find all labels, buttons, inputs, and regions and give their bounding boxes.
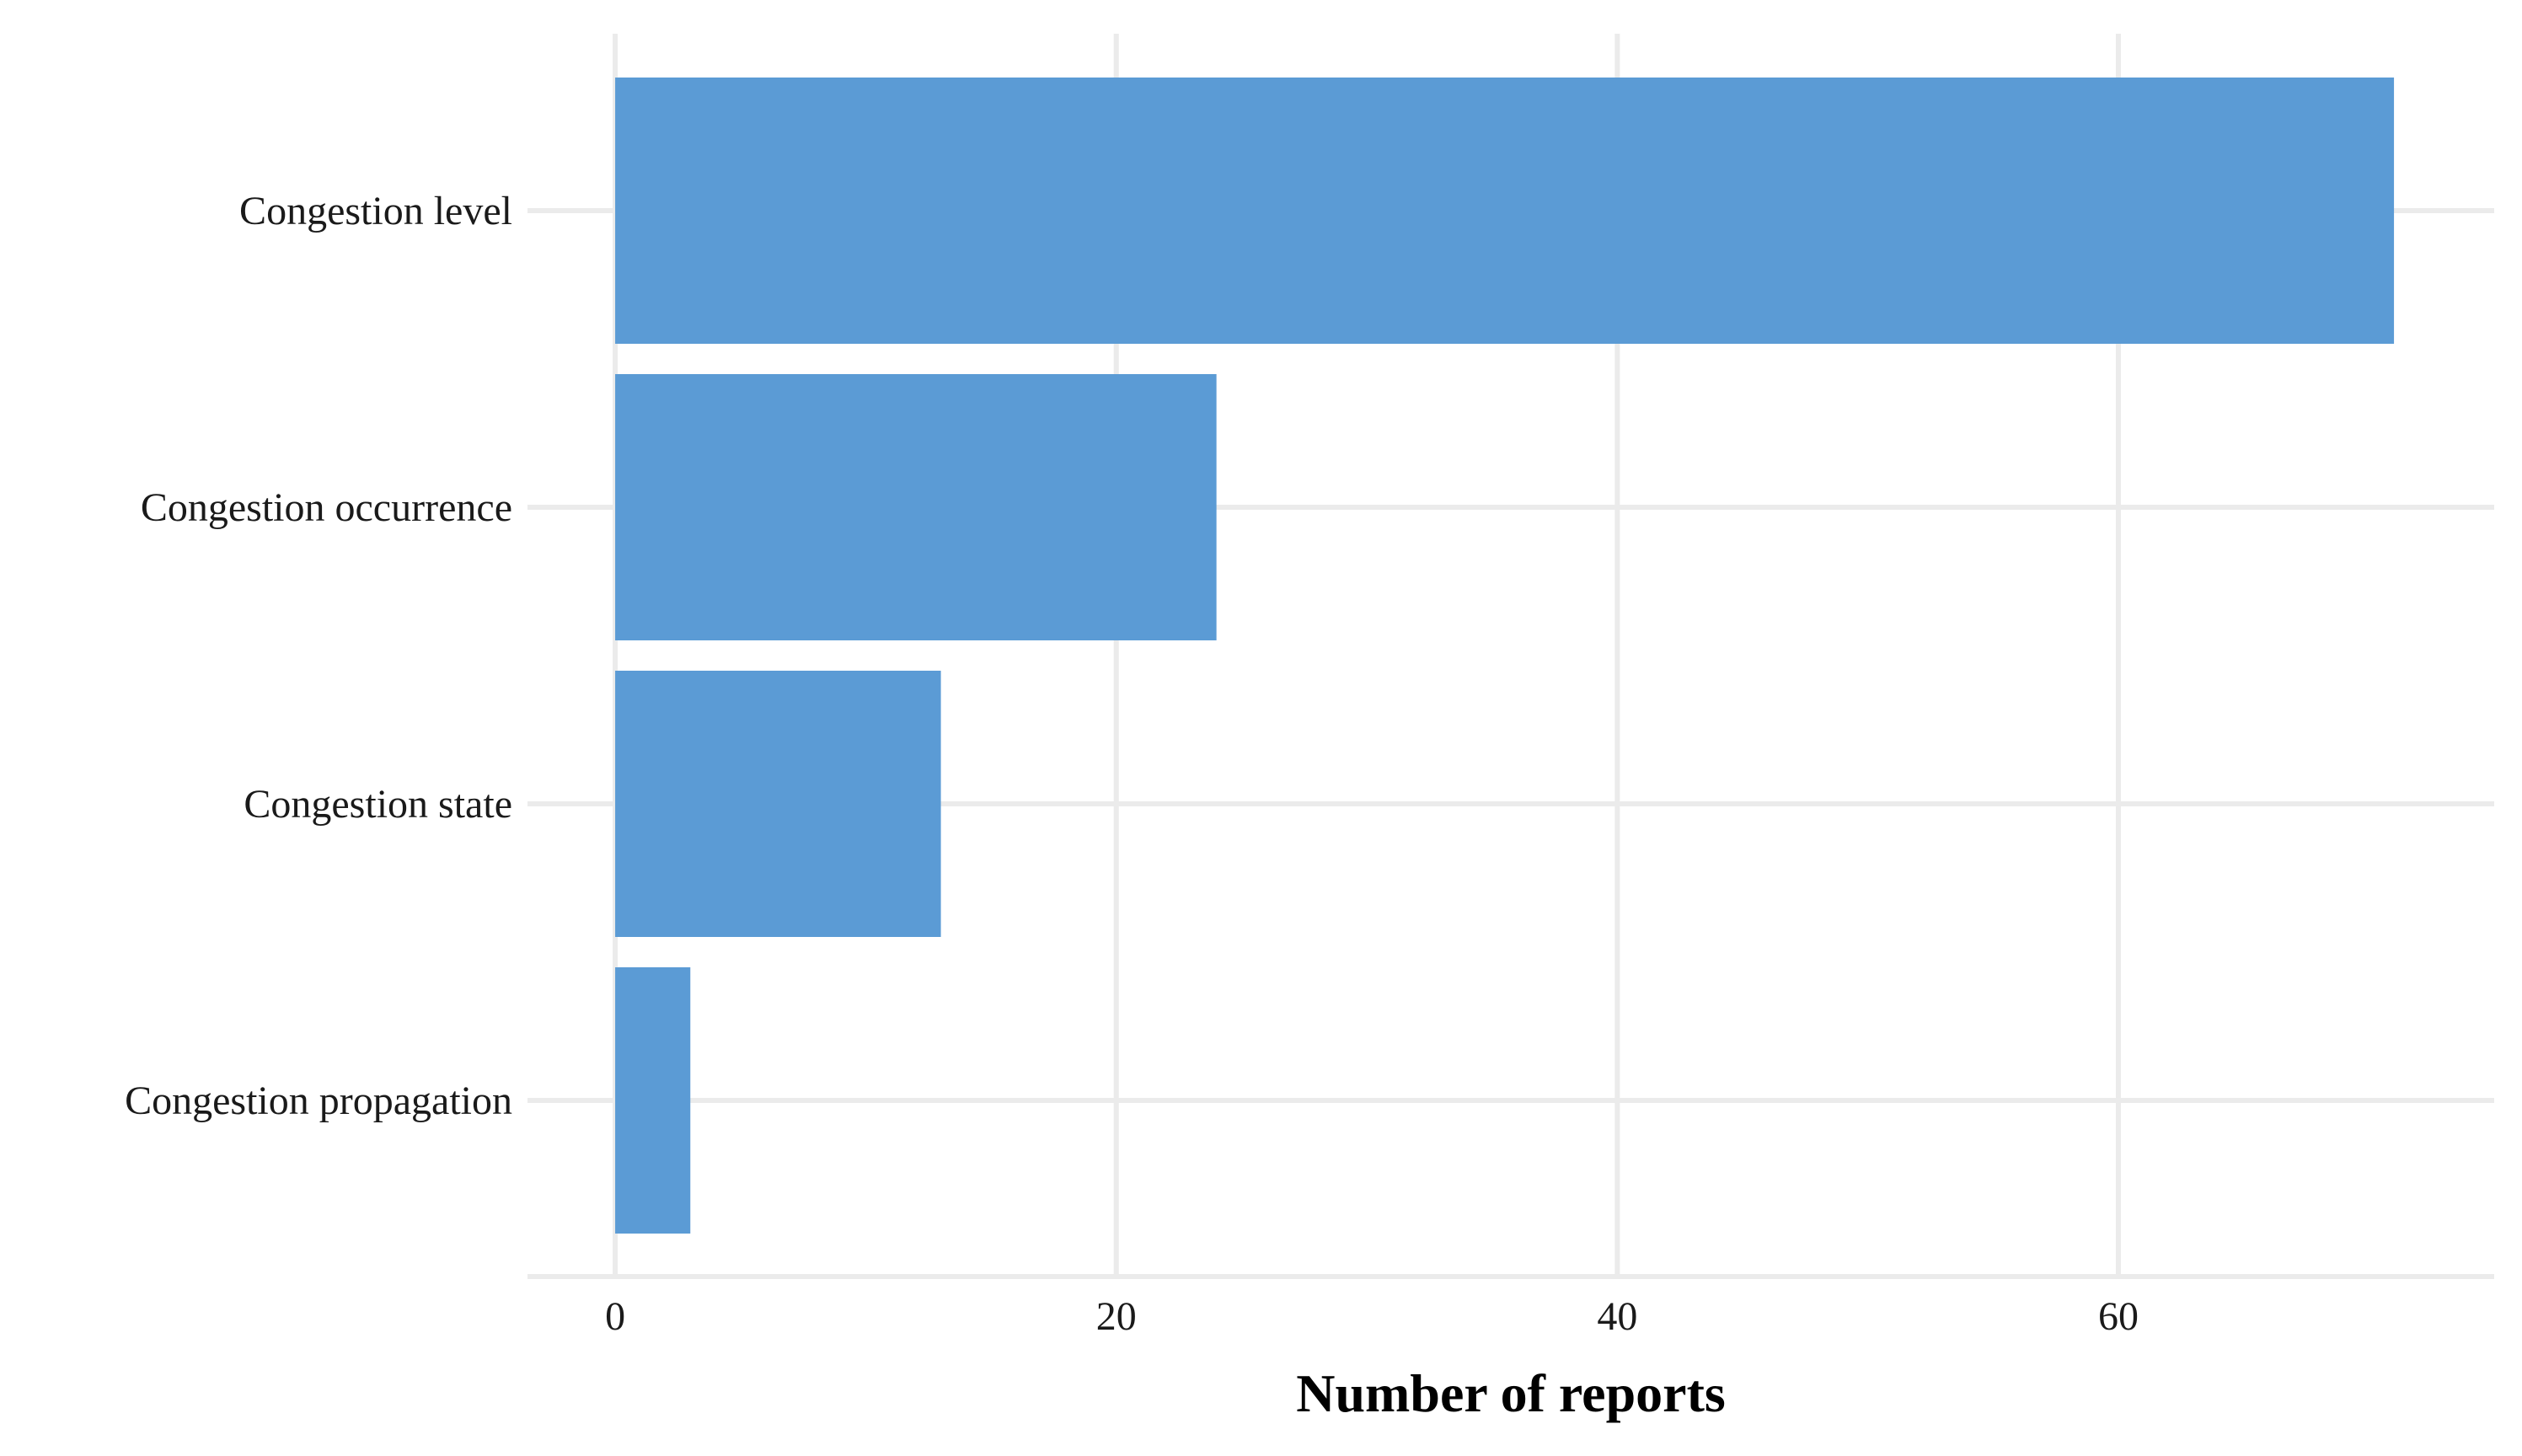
- y-tick-label: Congestion state: [244, 782, 512, 827]
- bar: [615, 671, 941, 937]
- y-tick-labels: Congestion level Congestion occurrence Con…: [125, 189, 512, 1123]
- bar: [615, 374, 1217, 640]
- bars: [615, 78, 2395, 1234]
- y-tick-label: Congestion propagation: [125, 1079, 512, 1123]
- bar: [615, 78, 2395, 344]
- x-tick-label: 60: [2098, 1294, 2139, 1339]
- y-tick-label: Congestion level: [239, 189, 512, 233]
- x-tick-label: 40: [1597, 1294, 1637, 1339]
- x-tick-label: 20: [1096, 1294, 1137, 1339]
- x-tick-label: 0: [605, 1294, 625, 1339]
- x-axis-title: Number of reports: [1296, 1363, 1726, 1423]
- x-tick-labels: 0 20 40 60: [605, 1294, 2139, 1339]
- bar: [615, 967, 691, 1234]
- y-tick-label: Congestion occurrence: [141, 485, 512, 530]
